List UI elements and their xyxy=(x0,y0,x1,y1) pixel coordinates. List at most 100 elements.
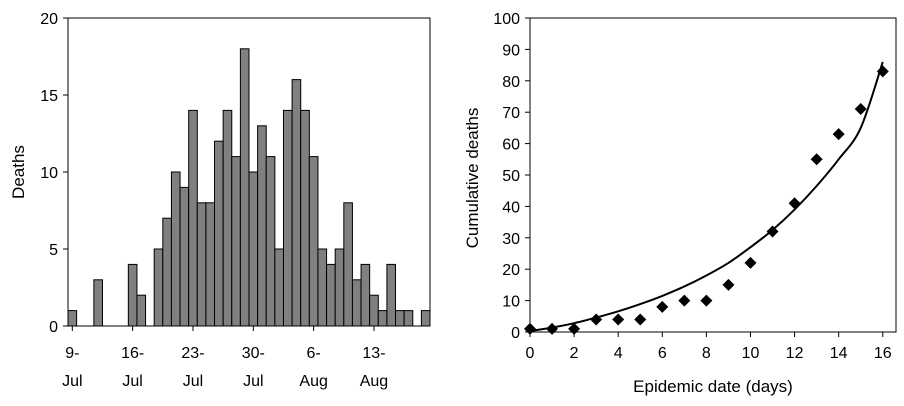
histogram-x-tick-label-month: Jul xyxy=(243,373,263,390)
cumulative-data-point xyxy=(766,225,779,238)
cumulative-x-axis-title: Epidemic date (days) xyxy=(633,377,793,396)
cumulative-data-point xyxy=(612,313,625,326)
cumulative-data-point xyxy=(832,128,845,141)
histogram-bar xyxy=(231,156,241,327)
cumulative-data-point xyxy=(656,300,669,313)
histogram-y-tick-label: 0 xyxy=(49,319,58,336)
histogram-bar xyxy=(351,279,362,327)
histogram-bar xyxy=(386,263,397,327)
histogram-bar xyxy=(214,140,224,327)
histogram-bar xyxy=(317,248,328,327)
cumulative-y-tick-label: 50 xyxy=(502,168,520,185)
histogram-bar xyxy=(308,156,319,327)
histogram-y-axis: 0 5 10 15 20 xyxy=(40,11,68,336)
histogram-bar xyxy=(403,310,414,327)
cumulative-data-point xyxy=(524,322,536,335)
histogram-y-tick-label: 5 xyxy=(49,242,58,259)
deaths-histogram: 0 5 10 15 20 9- Jul 16- Jul 23- Jul 30- Jul 6- Aug 13-… xyxy=(9,11,431,390)
cumulative-y-axis: 0 10 20 30 40 50 60 70 80 90 100 xyxy=(493,11,530,342)
histogram-y-axis-title: Deaths xyxy=(9,145,28,199)
histogram-bar xyxy=(170,171,181,327)
cumulative-deaths-chart: 0 10 20 30 40 50 60 70 80 90 100 0 2 4 6 8 10 12 14 16 Epi… xyxy=(463,11,897,396)
histogram-bar xyxy=(136,294,147,327)
cumulative-y-tick-label: 70 xyxy=(502,105,520,122)
histogram-bar xyxy=(360,263,371,327)
histogram-bar xyxy=(153,248,164,327)
cumulative-data-point xyxy=(744,256,757,269)
histogram-bar xyxy=(369,294,379,327)
cumulative-data-point xyxy=(590,313,603,326)
cumulative-y-tick-label: 10 xyxy=(502,294,520,311)
cumulative-y-tick-label: 0 xyxy=(511,325,520,342)
cumulative-data-point xyxy=(700,294,713,307)
cumulative-x-tick-label: 16 xyxy=(874,345,892,362)
histogram-bars xyxy=(67,48,431,327)
cumulative-y-tick-label: 40 xyxy=(502,199,520,216)
cumulative-x-tick-label: 0 xyxy=(526,345,535,362)
histogram-x-axis: 9- Jul 16- Jul 23- Jul 30- Jul 6- Aug 13- Aug xyxy=(62,326,388,390)
histogram-y-tick-label: 15 xyxy=(40,88,58,105)
cumulative-data-point xyxy=(722,278,735,291)
cumulative-x-tick-label: 2 xyxy=(570,345,579,362)
histogram-bar xyxy=(222,109,233,327)
histogram-x-tick-label-day: 16- xyxy=(121,345,144,362)
histogram-bar xyxy=(162,217,172,327)
histogram-bar xyxy=(179,186,190,327)
histogram-bar xyxy=(188,109,198,327)
cumulative-data-point xyxy=(568,322,581,335)
histogram-bar xyxy=(343,202,353,327)
cumulative-y-axis-title: Cumulative deaths xyxy=(463,108,482,249)
cumulative-y-tick-label: 80 xyxy=(502,74,520,91)
histogram-bar xyxy=(239,48,250,327)
cumulative-x-tick-label: 4 xyxy=(614,345,623,362)
cumulative-data-point xyxy=(788,197,801,210)
histogram-bar xyxy=(395,310,405,327)
histogram-bar xyxy=(377,310,388,327)
histogram-bar xyxy=(196,202,207,327)
histogram-x-tick-label-month: Jul xyxy=(183,373,203,390)
cumulative-y-tick-label: 90 xyxy=(502,42,520,59)
cumulative-plot-frame xyxy=(529,17,897,333)
cumulative-x-tick-label: 6 xyxy=(658,345,667,362)
histogram-bar xyxy=(282,109,293,327)
cumulative-y-tick-label: 30 xyxy=(502,231,520,248)
cumulative-data-point xyxy=(678,294,691,307)
histogram-bar xyxy=(205,202,216,327)
histogram-bar xyxy=(127,263,138,327)
histogram-x-tick-label-day: 30- xyxy=(242,345,265,362)
histogram-y-tick-label: 10 xyxy=(40,165,58,182)
histogram-bar xyxy=(274,248,284,327)
cumulative-data-point xyxy=(634,313,647,326)
histogram-x-tick-label-month: Jul xyxy=(62,373,82,390)
histogram-bar xyxy=(67,310,78,327)
cumulative-y-tick-label: 60 xyxy=(502,137,520,154)
cumulative-data-point xyxy=(546,322,559,335)
cumulative-x-tick-label: 8 xyxy=(702,345,711,362)
cumulative-data-point xyxy=(876,65,889,78)
cumulative-data-point xyxy=(854,103,867,116)
histogram-bar xyxy=(265,156,276,327)
histogram-x-tick-label-month: Jul xyxy=(122,373,142,390)
histogram-x-tick-label-month: Aug xyxy=(360,373,388,390)
fitted-curve-line xyxy=(529,61,884,333)
cumulative-x-tick-label: 14 xyxy=(830,345,848,362)
histogram-x-tick-label-month: Aug xyxy=(299,373,327,390)
histogram-bar xyxy=(326,263,336,327)
cumulative-data-points xyxy=(524,65,889,335)
cumulative-data-point xyxy=(810,153,823,166)
histogram-x-tick-label-day: 6- xyxy=(307,345,321,362)
histogram-bar xyxy=(420,310,431,327)
histogram-bar xyxy=(334,248,345,327)
cumulative-y-tick-label: 100 xyxy=(493,11,520,28)
histogram-bar xyxy=(93,279,103,327)
histogram-x-tick-label-day: 13- xyxy=(362,345,385,362)
cumulative-x-tick-label: 10 xyxy=(742,345,760,362)
cumulative-y-tick-label: 20 xyxy=(502,262,520,279)
histogram-x-tick-label-day: 23- xyxy=(181,345,204,362)
histogram-bar xyxy=(257,125,267,327)
cumulative-x-axis: 0 2 4 6 8 10 12 14 16 xyxy=(526,332,892,362)
histogram-bar xyxy=(248,171,259,327)
histogram-bar xyxy=(291,79,302,327)
histogram-bar xyxy=(300,109,310,327)
